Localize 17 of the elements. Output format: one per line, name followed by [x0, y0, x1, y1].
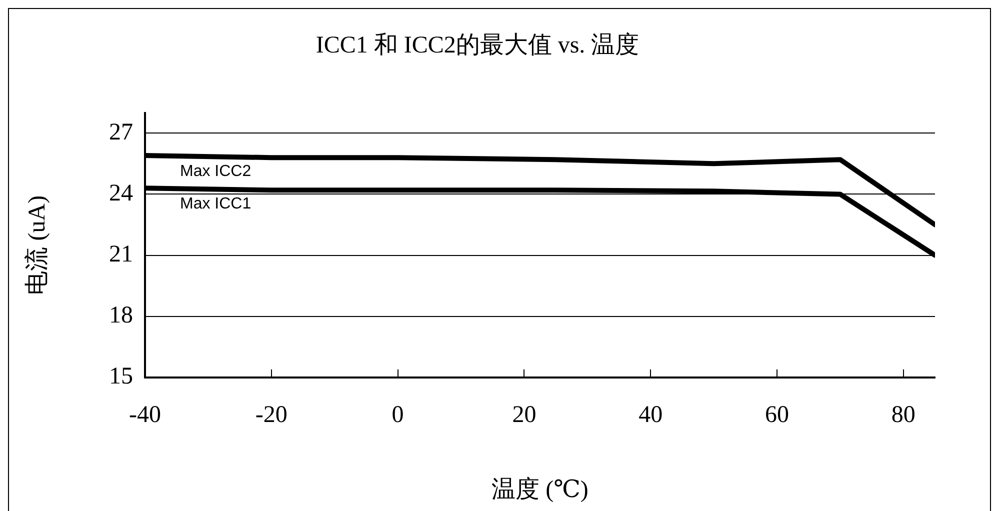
chart-title: ICC1 和 ICC2的最大值 vs. 温度: [316, 32, 640, 59]
series-label: Max ICC2: [180, 162, 252, 180]
y-axis-title: 电流 (uA): [24, 195, 51, 295]
x-tick-label: 0: [392, 402, 404, 428]
y-tick-label: 24: [109, 180, 133, 207]
y-tick-label: 15: [109, 364, 133, 390]
x-axis-title: 温度 (℃): [492, 476, 588, 503]
x-tick-label: -20: [255, 402, 288, 428]
x-tick-label: 20: [512, 402, 536, 428]
x-tick-label: -40: [129, 402, 161, 428]
x-tick-label: 80: [891, 402, 916, 428]
y-tick-label: 21: [109, 242, 133, 268]
y-tick-label: 27: [109, 119, 133, 146]
series-label: Max ICC1: [180, 196, 252, 213]
y-tick-label: 18: [109, 302, 133, 329]
x-tick-label: 40: [638, 402, 663, 428]
x-tick-label: 60: [765, 402, 789, 428]
